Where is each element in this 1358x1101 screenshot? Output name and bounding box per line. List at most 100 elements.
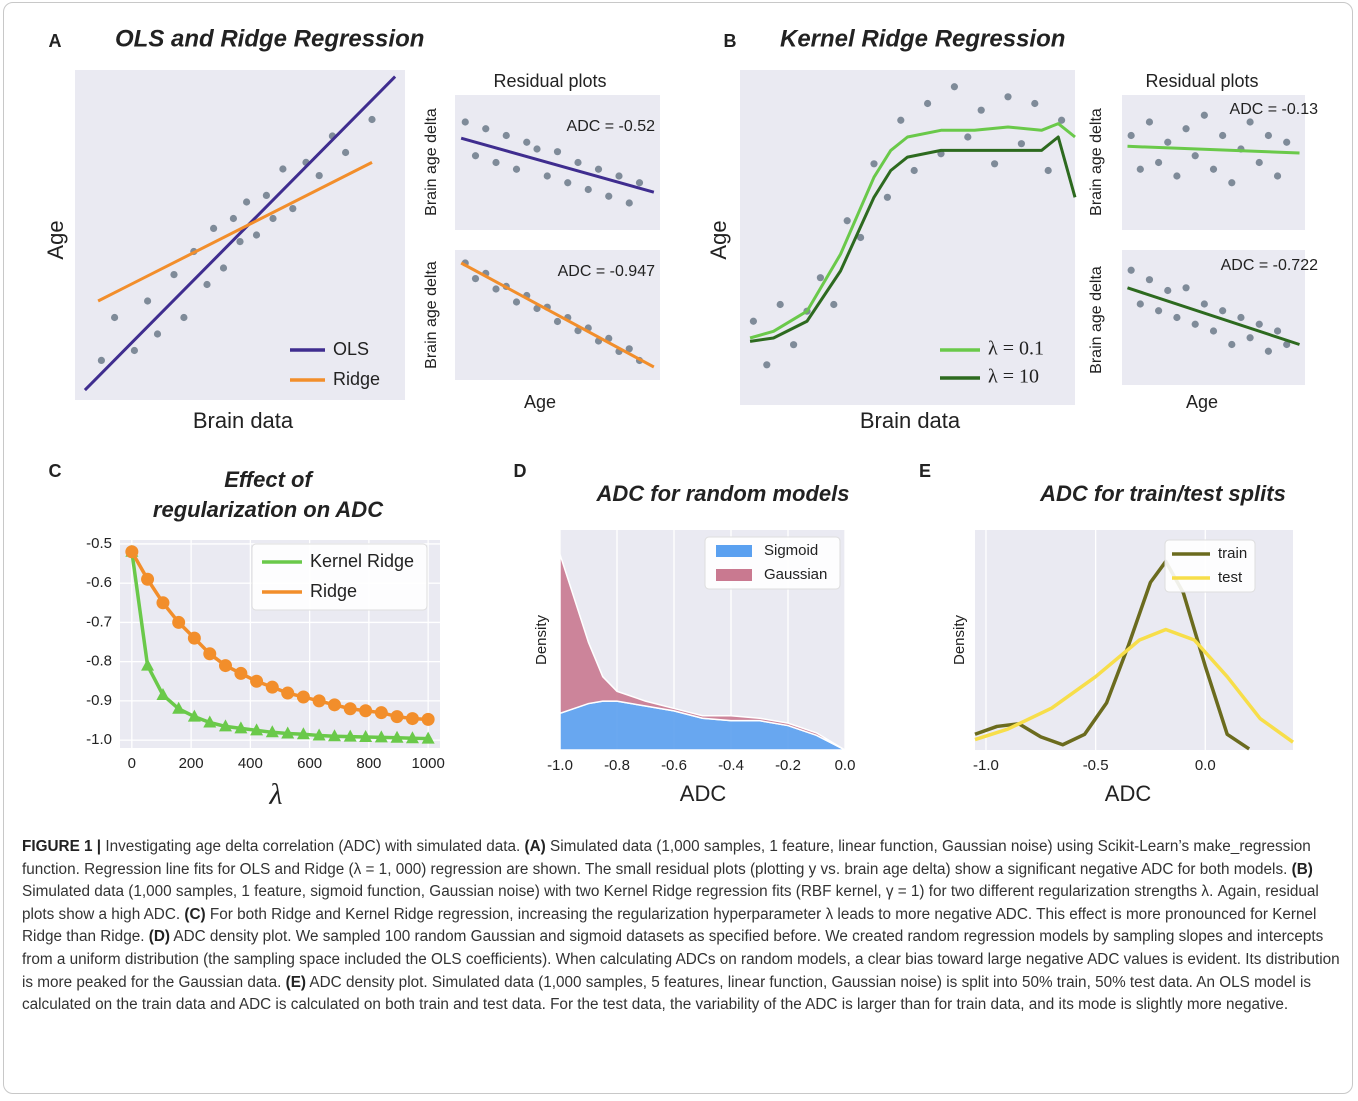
marker — [125, 545, 139, 559]
y-axis-label: Density — [533, 614, 550, 665]
scatter-point — [130, 346, 138, 355]
scatter-point — [1209, 327, 1218, 335]
marker — [312, 694, 326, 708]
scatter-point — [1017, 140, 1025, 148]
marker — [156, 596, 170, 610]
marker — [343, 729, 357, 742]
series-line — [749, 122, 1076, 340]
scatter-point — [262, 191, 270, 199]
y-tick-label: -0.6 — [86, 574, 112, 591]
panel-letter: C — [49, 461, 62, 481]
chart-title: Residual plots — [493, 71, 606, 91]
legend-label: Ridge — [333, 369, 380, 389]
marker — [203, 647, 217, 661]
scatter-point — [1044, 166, 1052, 175]
chart-title: Effect of — [224, 467, 314, 492]
marker — [359, 730, 373, 743]
marker — [187, 709, 201, 722]
scatter-point — [180, 313, 188, 322]
scatter-point — [574, 327, 582, 335]
marker — [421, 712, 435, 726]
x-tick-label: 600 — [297, 755, 322, 772]
legend-swatch — [716, 545, 752, 557]
chart-title: OLS and Ridge Regression — [115, 25, 424, 52]
scatter-point — [615, 172, 623, 180]
y-tick-label: -0.8 — [86, 653, 112, 670]
caption-run: For both Ridge and Kernel Ridge regressi… — [22, 905, 1317, 946]
caption-run: (E) — [285, 973, 307, 991]
figure: A OLS and Ridge Regression Brain data Age OL… — [43, 25, 1319, 811]
scatter-point — [543, 172, 551, 180]
x-axis-label: Age — [524, 392, 556, 412]
scatter-point — [964, 133, 972, 141]
caption-run: ADC density plot. We sampled 100 random … — [22, 928, 1340, 991]
scatter-point — [492, 158, 500, 167]
scatter-point — [1200, 111, 1208, 119]
caption-run: Simulated data (1,000 samples, 1 feature… — [22, 838, 1311, 878]
chart-title: Kernel Ridge Regression — [780, 25, 1065, 52]
marker — [296, 727, 310, 740]
scatter-point — [843, 217, 851, 225]
scatter-point — [1228, 340, 1236, 349]
scatter-point — [1182, 125, 1190, 133]
scatter-point — [533, 304, 541, 313]
area — [559, 554, 846, 751]
caption-run: (C) — [184, 905, 206, 923]
legend-label: test — [1218, 569, 1243, 586]
scatter-point — [830, 300, 838, 309]
series-line — [974, 559, 1251, 751]
scatter-point — [1283, 340, 1291, 349]
scatter-point — [625, 199, 633, 207]
caption-run: (B) — [1291, 860, 1313, 878]
marker — [250, 674, 264, 688]
series-line — [749, 135, 1077, 343]
scatter-point — [1191, 320, 1199, 328]
scatter-point — [910, 166, 918, 175]
y-axis-label: Brain age delta — [423, 261, 440, 369]
legend-label: Gaussian — [764, 566, 827, 583]
scatter-point — [1219, 131, 1227, 140]
legend-label: Sigmoid — [764, 542, 818, 559]
marker — [141, 658, 155, 671]
chart-title: Residual plots — [1145, 71, 1258, 91]
x-tick-label: 800 — [356, 755, 381, 772]
marker — [250, 723, 264, 736]
x-tick-label: -0.6 — [661, 757, 687, 774]
series-line — [1127, 286, 1300, 346]
panel-letter: B — [724, 31, 737, 51]
scatter-point — [1145, 118, 1154, 126]
caption-run: (D) — [148, 928, 170, 946]
annotation: ADC = -0.52 — [567, 118, 656, 135]
scatter-point — [512, 165, 521, 173]
scatter-point — [471, 275, 480, 283]
series-line — [974, 627, 1295, 744]
marker — [312, 728, 326, 741]
scatter-point — [1155, 158, 1163, 167]
scatter-point — [523, 138, 531, 146]
marker — [265, 680, 279, 694]
annotation: ADC = -0.13 — [1230, 101, 1319, 118]
scatter-point — [1283, 138, 1291, 146]
x-axis-label: Brain data — [860, 408, 961, 433]
scatter-point — [625, 345, 633, 353]
scatter-point — [368, 115, 376, 124]
scatter-point — [252, 231, 261, 239]
figure-frame — [3, 2, 1353, 1094]
scatter-point — [1264, 347, 1272, 355]
scatter-point — [269, 214, 277, 223]
x-tick-label: -0.2 — [775, 757, 801, 774]
scatter-point — [924, 99, 932, 108]
x-axis-label: λ — [269, 778, 283, 811]
x-tick-label: -0.5 — [1083, 757, 1109, 774]
x-tick-label: -0.8 — [604, 757, 630, 774]
scatter-point — [1145, 276, 1154, 284]
x-axis-label: ADC — [680, 781, 727, 806]
x-tick-label: 0.0 — [835, 757, 856, 774]
scatter-point — [1127, 266, 1135, 274]
scatter-point — [461, 118, 469, 126]
annotation: ADC = -0.947 — [558, 263, 655, 280]
scatter-point — [1246, 118, 1254, 126]
x-tick-label: 0.0 — [1195, 757, 1216, 774]
chart-title: ADC for random models — [595, 481, 849, 506]
